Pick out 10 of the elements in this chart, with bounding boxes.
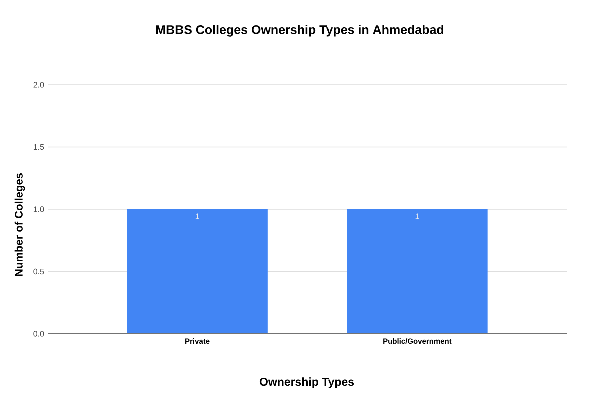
chart-title: MBBS Colleges Ownership Types in Ahmedabad [156, 25, 444, 37]
y-tick-label: 0.5 [34, 268, 44, 275]
y-tick-label: 1.5 [34, 144, 44, 150]
y-tick-label: 2.0 [34, 82, 44, 88]
y-tick-label: 0.0 [34, 331, 44, 337]
data-label: 1 [416, 214, 420, 220]
y-tick-label: 1.0 [34, 206, 44, 212]
data-label: 1 [196, 214, 200, 220]
x-axis-title: Ownership Types [260, 378, 354, 388]
y-axis-title: Number of Colleges [14, 174, 26, 276]
